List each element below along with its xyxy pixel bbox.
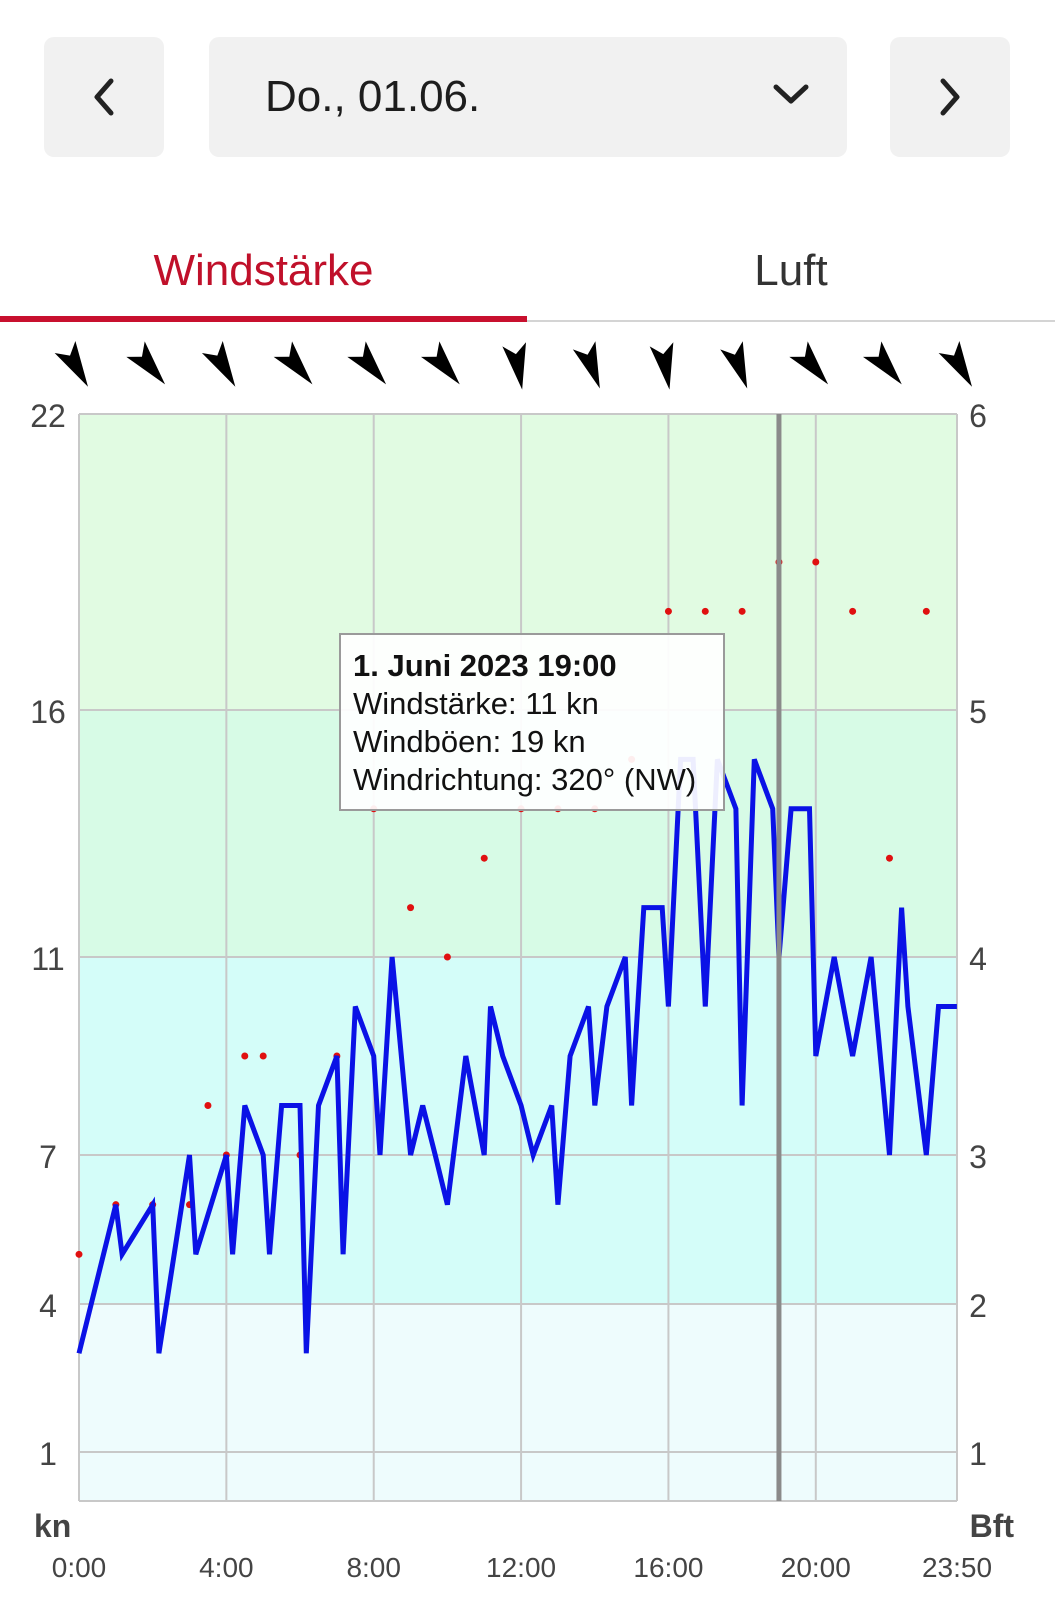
x-tick-label: 8:00 [346,1552,401,1583]
left-tick-label: 4 [39,1288,57,1324]
gust-point [241,1052,249,1060]
wind-direction-arrow-icon [54,340,88,387]
left-tick-label: 1 [39,1436,57,1472]
tab-divider [527,320,1055,322]
left-tick-label: 16 [30,694,66,730]
chart-tooltip: 1. Juni 2023 19:00 Windstärke: 11 kn Win… [339,633,725,811]
gust-point [701,607,709,615]
tab-windstaerke[interactable]: Windstärke [153,246,374,295]
arrow-shape [789,341,829,385]
next-day-button[interactable] [890,37,1010,157]
gust-point [738,607,746,615]
wind-direction-arrow-icon [273,341,313,385]
x-tick-label: 0:00 [52,1552,107,1583]
date-dropdown[interactable]: Do., 01.06. [209,37,847,157]
wind-chart[interactable]: 1 4 7 11 16 22 1 2 3 4 5 6 kn Bft 0:00 4:00 8:00 12:00 16:… [0,330,1055,1600]
gust-point [204,1102,212,1109]
right-tick-label: 6 [969,398,987,434]
chevron-left-icon [94,78,114,116]
wind-direction-arrow-icon [938,340,972,387]
tab-bar: Windstärke Luft [0,222,1055,322]
gust-point [849,607,857,615]
arrow-shape [126,341,166,385]
arrow-shape [938,340,972,387]
gust-point [922,607,930,615]
previous-day-button[interactable] [44,37,164,157]
wind-speed-line [76,756,957,1354]
right-tick-label: 1 [969,1436,987,1472]
arrow-shape [862,341,902,385]
arrow-shape [649,342,674,390]
right-tick-label: 3 [969,1139,987,1175]
tab-luft[interactable]: Luft [754,246,828,295]
selected-date: Do., 01.06. [265,72,481,121]
wind-direction-arrow-icon [720,341,748,389]
wind-direction-arrow-icon [347,341,387,385]
gust-point [259,1052,267,1060]
active-tab-indicator [0,316,527,322]
gust-point [407,904,415,912]
gust-point [812,558,820,566]
left-axis-unit: kn [34,1508,71,1544]
gust-point [885,854,893,862]
gust-point [480,854,488,862]
arrow-shape [201,340,236,387]
tooltip-wind-speed: Windstärke: 11 kn [353,686,599,721]
chevron-right-icon [940,78,960,116]
arrow-shape [54,340,88,387]
left-tick-label: 22 [30,398,66,434]
gust-point [664,607,672,615]
arrow-shape [347,341,387,385]
wind-direction-arrow-icon [502,342,526,390]
arrow-shape [572,341,600,389]
tooltip-title: 1. Juni 2023 19:00 [353,648,617,683]
arrow-shape [502,342,526,390]
right-axis-unit: Bft [970,1508,1015,1544]
right-tick-label: 4 [969,941,987,977]
arrow-shape [420,341,460,385]
gust-point [443,953,451,961]
right-tick-label: 2 [969,1288,987,1324]
arrow-shape [720,341,748,389]
x-tick-label: 20:00 [781,1552,851,1583]
zone-calm [79,1304,957,1501]
tooltip-wind-gusts: Windböen: 19 kn [353,724,586,759]
wind-direction-arrow-icon [126,341,166,385]
gust-point [75,1250,83,1258]
right-tick-label: 5 [969,694,987,730]
chevron-down-icon [773,84,809,104]
tooltip-wind-direction: Windrichtung: 320° (NW) [353,762,697,797]
zone-light [79,957,957,1304]
x-tick-label: 4:00 [199,1552,254,1583]
arrow-shape [273,341,313,385]
wind-direction-arrow-icon [862,341,902,385]
left-tick-label: 7 [39,1139,57,1175]
wind-direction-arrow-icon [420,341,460,385]
left-tick-label: 11 [31,941,64,977]
wind-direction-arrow-icon [649,342,674,390]
x-tick-label: 23:50 [922,1552,992,1583]
x-tick-label: 12:00 [486,1552,556,1583]
date-navigation-bar: Do., 01.06. [0,0,1055,200]
wind-direction-arrow-icon [789,341,829,385]
wind-direction-arrow-icon [572,341,600,389]
wind-direction-arrow-icon [201,340,236,387]
x-tick-label: 16:00 [633,1552,703,1583]
